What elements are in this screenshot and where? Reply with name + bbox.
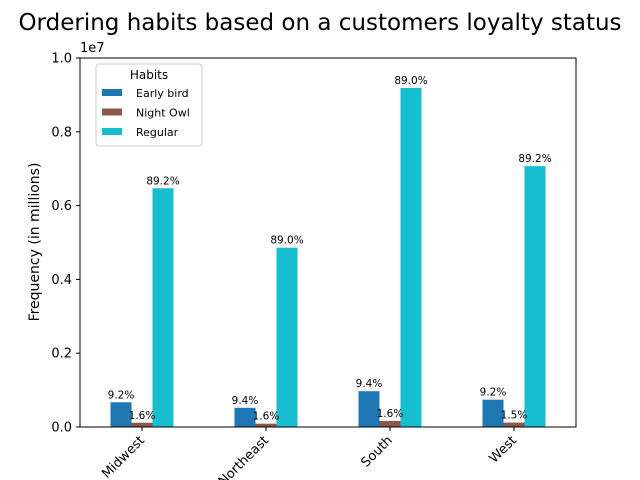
bar-early-bird [358, 391, 380, 427]
x-tick-label: South [359, 433, 396, 470]
bar-early-bird [110, 402, 132, 427]
bar-night-owl [503, 422, 525, 427]
data-label: 89.2% [518, 153, 551, 165]
bar-regular [276, 247, 298, 427]
y-axis-offset-label: 1e7 [80, 41, 105, 56]
y-tick-label: 0.6 [51, 199, 72, 214]
legend-label: Regular [136, 126, 179, 139]
x-tick-label: Midwest [99, 433, 148, 480]
bar-night-owl [131, 422, 153, 427]
bar-early-bird [482, 399, 504, 427]
y-tick-label: 0.0 [51, 421, 72, 436]
data-label: 1.6% [129, 410, 156, 422]
data-label: 89.0% [270, 235, 303, 247]
legend-label: Early bird [136, 87, 189, 100]
legend-label: Night Owl [136, 107, 190, 120]
x-tick-label: Northeast [216, 433, 272, 480]
legend: Habits Early bird Night Owl Regular [95, 63, 203, 147]
bar-night-owl [255, 423, 277, 427]
data-label: 9.2% [480, 387, 507, 399]
bar-regular [152, 188, 174, 427]
x-axis: Midwest Northeast South West [99, 427, 520, 480]
bar-early-bird [234, 407, 256, 427]
data-label: 1.6% [253, 411, 280, 423]
plot-area-frame [79, 57, 577, 428]
bar-regular [400, 87, 422, 427]
x-tick-label: West [487, 433, 520, 466]
y-tick-label: 0.2 [51, 347, 72, 362]
data-label: 89.0% [394, 75, 427, 87]
y-tick-label: 0.8 [51, 125, 72, 140]
y-tick-label: 0.4 [51, 273, 72, 288]
legend-swatch [102, 89, 122, 96]
data-label: 9.4% [232, 395, 259, 407]
y-axis-label: Frequency (in millions) [27, 163, 43, 322]
data-label: 1.5% [501, 410, 528, 422]
legend-swatch [102, 128, 122, 135]
data-label: 9.4% [356, 378, 383, 390]
bar-night-owl [379, 420, 401, 427]
legend-box [95, 63, 203, 147]
bar-regular [524, 166, 546, 427]
data-label: 9.2% [108, 389, 135, 401]
y-axis: 0.0 0.2 0.4 0.6 0.8 1.0 [51, 52, 80, 436]
data-labels-layer: 9.2% 1.6% 89.2% 9.4% 1.6% 89.0% 9.4% 1.6% 89.0% 9… [108, 75, 552, 423]
legend-swatch [102, 108, 122, 116]
bars-layer [110, 87, 546, 427]
chart-title: Ordering habits based on a customers loy… [18, 10, 621, 36]
data-label: 1.6% [377, 408, 404, 420]
legend-title: Habits [130, 68, 168, 82]
y-tick-label: 1.0 [51, 52, 72, 67]
data-label: 89.2% [146, 175, 179, 187]
